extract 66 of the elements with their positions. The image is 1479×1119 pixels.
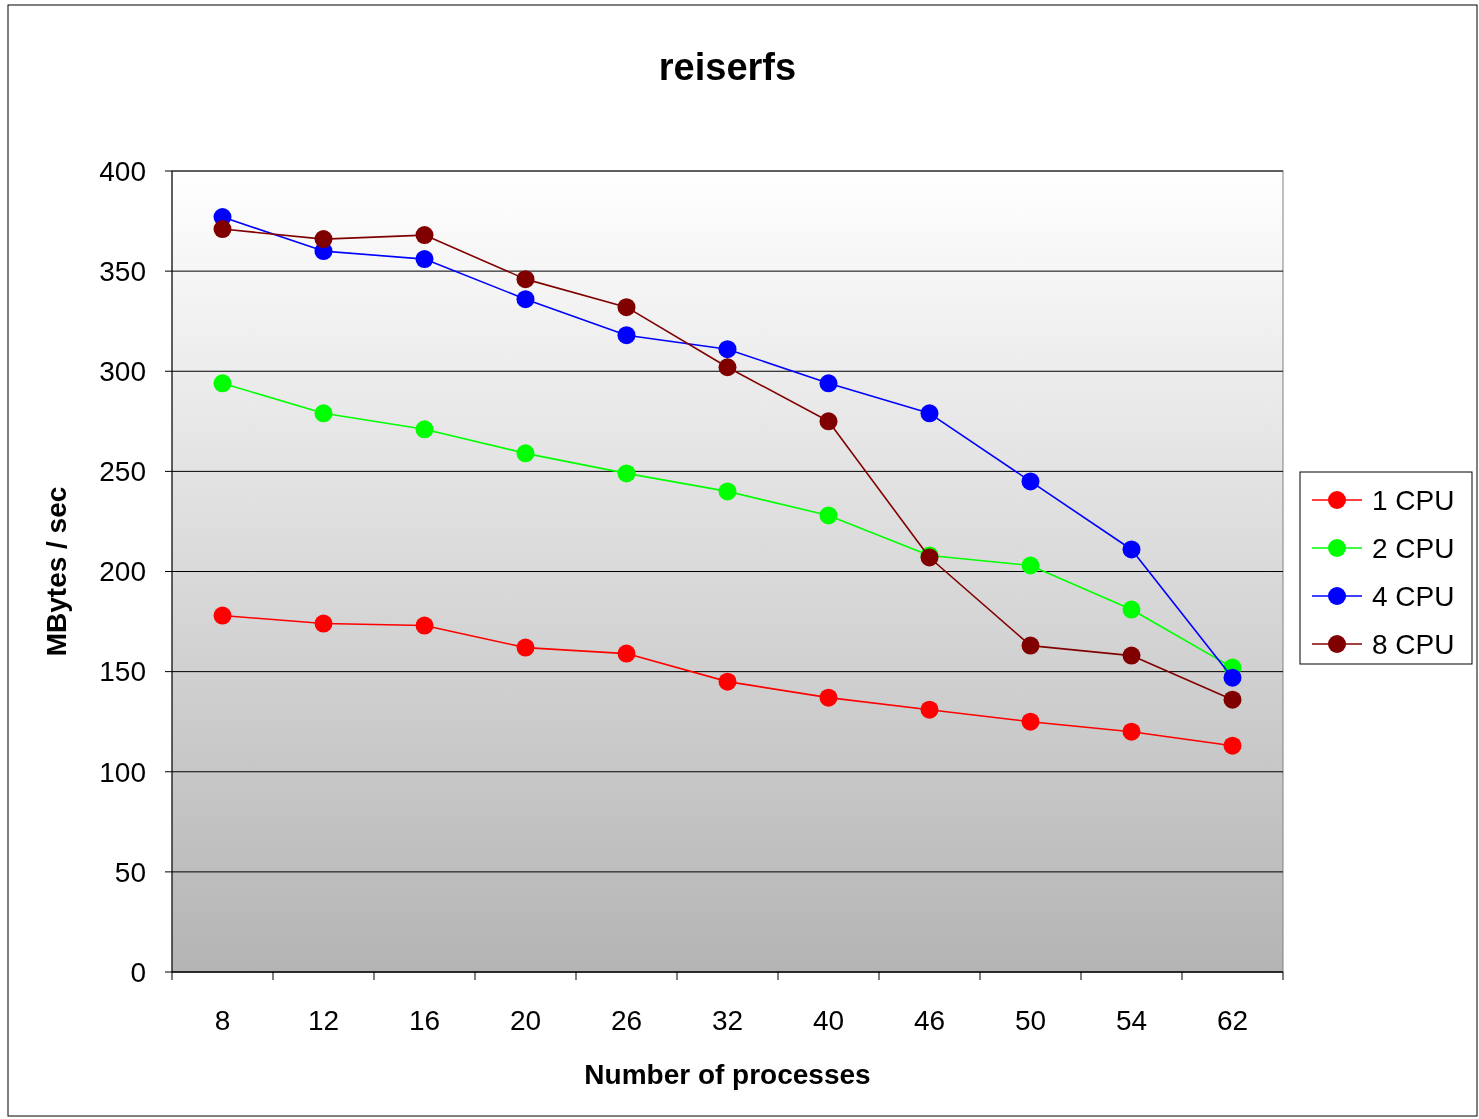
x-tick-label: 32	[711, 1005, 744, 1036]
point	[314, 230, 333, 249]
point	[1021, 712, 1040, 731]
point	[213, 220, 232, 239]
x-tick-label: 8	[214, 1005, 231, 1036]
point	[617, 298, 636, 317]
point	[1021, 556, 1040, 575]
point	[1122, 600, 1141, 619]
point	[415, 616, 434, 635]
y-tick-label: 150	[99, 656, 146, 688]
legend-label: 2 CPU	[1372, 532, 1455, 564]
point	[516, 444, 535, 463]
y-tick-label: 50	[114, 856, 146, 888]
point	[314, 614, 333, 633]
point	[1223, 736, 1242, 755]
point	[1021, 472, 1040, 491]
point	[213, 606, 232, 625]
point	[617, 644, 636, 663]
legend-label: 1 CPU	[1372, 484, 1455, 516]
legend-label: 4 CPU	[1372, 580, 1455, 612]
point	[1122, 540, 1141, 559]
y-tick-label: 400	[99, 155, 146, 187]
point	[819, 506, 838, 525]
point	[920, 700, 939, 719]
point	[920, 404, 939, 423]
point	[516, 290, 535, 309]
point	[617, 326, 636, 345]
point	[415, 250, 434, 269]
point	[516, 638, 535, 657]
y-tick-label: 300	[99, 356, 146, 388]
y-tick-label: 200	[99, 556, 146, 588]
point	[718, 358, 737, 377]
y-tick-label: 350	[99, 255, 146, 287]
point	[415, 420, 434, 439]
x-tick-label: 54	[1115, 1005, 1148, 1036]
y-axis-title: MBytes / sec	[41, 486, 72, 657]
y-tick-label: 0	[130, 956, 146, 988]
point	[314, 404, 333, 423]
point	[516, 270, 535, 289]
point	[1223, 690, 1242, 709]
point	[213, 374, 232, 393]
point	[617, 464, 636, 483]
point	[718, 672, 737, 691]
x-tick-label: 16	[408, 1005, 441, 1036]
point	[1223, 668, 1242, 687]
point	[415, 226, 434, 245]
point	[1122, 722, 1141, 741]
x-tick-label: 50	[1014, 1005, 1047, 1036]
x-tick-label: 62	[1216, 1005, 1249, 1036]
legend-label: 8 CPU	[1372, 628, 1455, 660]
point	[1122, 646, 1141, 665]
x-tick-label: 26	[610, 1005, 643, 1036]
y-tick-label: 250	[99, 456, 146, 488]
point	[819, 688, 838, 707]
x-tick-label: 12	[307, 1005, 340, 1036]
x-tick-label: 40	[812, 1005, 845, 1036]
point	[718, 482, 737, 501]
point	[1021, 636, 1040, 655]
point	[718, 340, 737, 359]
x-axis-title: Number of processes	[584, 1059, 871, 1090]
point	[819, 374, 838, 393]
point	[819, 412, 838, 431]
x-tick-label: 46	[913, 1005, 946, 1036]
chart-title: reiserfs	[658, 46, 797, 88]
x-tick-label: 20	[509, 1005, 542, 1036]
y-tick-label: 100	[99, 756, 146, 788]
